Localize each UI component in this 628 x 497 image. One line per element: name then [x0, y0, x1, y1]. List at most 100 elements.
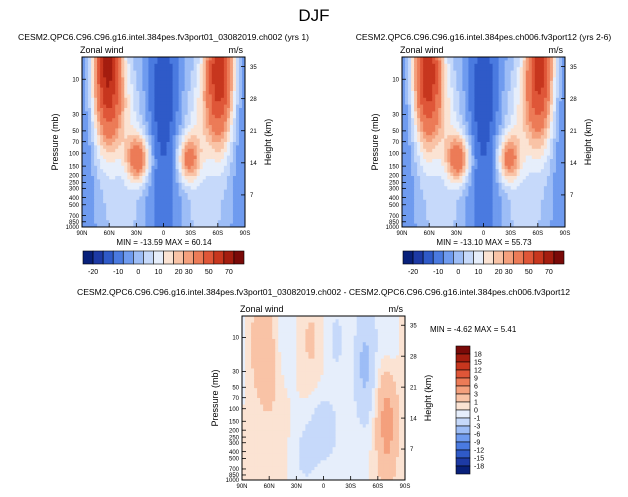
- field-cell: [154, 77, 159, 82]
- y-axis-title: Pressure (mb): [50, 113, 60, 170]
- field-cell: [420, 70, 424, 75]
- field-cell: [561, 77, 565, 82]
- field-cell: [492, 94, 497, 99]
- field-cell: [507, 125, 512, 129]
- field-cell: [492, 135, 497, 140]
- field-cell: [211, 206, 216, 211]
- field-cell: [462, 135, 466, 140]
- field-cell: [124, 142, 128, 146]
- field-cell: [417, 101, 421, 106]
- field-cell: [489, 70, 494, 75]
- field-cell: [220, 57, 225, 61]
- field-cell: [444, 91, 448, 95]
- field-cell: [82, 193, 86, 197]
- field-cell: [184, 176, 189, 180]
- field-cell: [199, 87, 204, 92]
- field-cell: [534, 118, 539, 123]
- field-cell: [483, 162, 488, 167]
- field-cell: [429, 108, 433, 112]
- field-cell: [465, 84, 470, 89]
- field-cell: [112, 70, 116, 75]
- field-cell: [220, 216, 225, 221]
- field-cell: [223, 213, 228, 218]
- field-cell: [190, 155, 195, 160]
- field-cell: [193, 87, 198, 92]
- field-cell: [82, 210, 86, 214]
- field-cell: [115, 60, 119, 65]
- field-cell: [94, 196, 98, 201]
- field-cell: [534, 155, 539, 160]
- field-cell: [187, 220, 192, 225]
- field-cell: [205, 118, 210, 123]
- field-cell: [181, 114, 186, 119]
- field-cell: [543, 182, 548, 187]
- field-cell: [549, 179, 554, 184]
- field-cell: [555, 186, 560, 191]
- field-cell: [232, 176, 237, 180]
- field-cell: [196, 213, 201, 218]
- field-cell: [483, 135, 488, 140]
- field-cell: [546, 159, 551, 163]
- field-cell: [133, 148, 137, 153]
- field-cell: [522, 193, 527, 197]
- field-cell: [130, 203, 134, 208]
- field-cell: [85, 142, 89, 146]
- field-cell: [456, 186, 460, 191]
- field-cell: [121, 80, 125, 85]
- field-cell: [441, 70, 445, 75]
- field-cell: [199, 196, 204, 201]
- field-cell: [175, 193, 180, 197]
- field-cell: [438, 162, 442, 167]
- field-cell: [522, 176, 527, 180]
- field-cell: [405, 60, 409, 65]
- field-cell: [459, 87, 463, 92]
- field-cell: [97, 74, 101, 78]
- field-cell: [426, 101, 430, 106]
- field-cell: [88, 91, 92, 95]
- field-cell: [214, 80, 219, 85]
- field-cell: [103, 77, 107, 82]
- field-cell: [121, 213, 125, 218]
- field-cell: [519, 145, 524, 150]
- field-cell: [238, 135, 243, 140]
- field-cell: [492, 118, 497, 123]
- field-cell: [435, 159, 439, 163]
- field-cell: [441, 142, 445, 146]
- field-cell: [528, 165, 533, 170]
- field-cell: [133, 196, 137, 201]
- field-cell: [408, 165, 412, 170]
- field-cell: [154, 223, 159, 227]
- field-cell: [477, 87, 482, 92]
- field-cell: [229, 138, 234, 143]
- field-cell: [172, 189, 177, 194]
- field-cell: [429, 128, 433, 133]
- field-cell: [486, 80, 491, 85]
- field-cell: [522, 114, 527, 119]
- field-cell: [507, 77, 512, 82]
- field-cell: [504, 169, 509, 174]
- field-cell: [459, 74, 463, 78]
- field-cell: [163, 199, 168, 204]
- field-cell: [127, 179, 131, 184]
- field-cell: [513, 121, 518, 126]
- colorbar-label: 10: [155, 269, 163, 276]
- field-cell: [432, 182, 436, 187]
- field-cell: [537, 131, 542, 136]
- field-cell: [235, 118, 240, 123]
- field-cell: [133, 152, 137, 157]
- field-cell: [525, 131, 530, 136]
- field-cell: [558, 101, 563, 106]
- field-cell: [202, 77, 207, 82]
- field-cell: [181, 165, 186, 170]
- field-cell: [426, 60, 430, 65]
- field-cell: [106, 165, 110, 170]
- field-cell: [438, 186, 442, 191]
- field-cell: [169, 203, 174, 208]
- field-cell: [112, 179, 116, 184]
- field-cell: [420, 57, 424, 61]
- field-cell: [172, 84, 177, 89]
- field-cell: [229, 220, 234, 225]
- field-cell: [151, 186, 156, 191]
- field-cell: [139, 159, 143, 163]
- field-cell: [103, 94, 107, 99]
